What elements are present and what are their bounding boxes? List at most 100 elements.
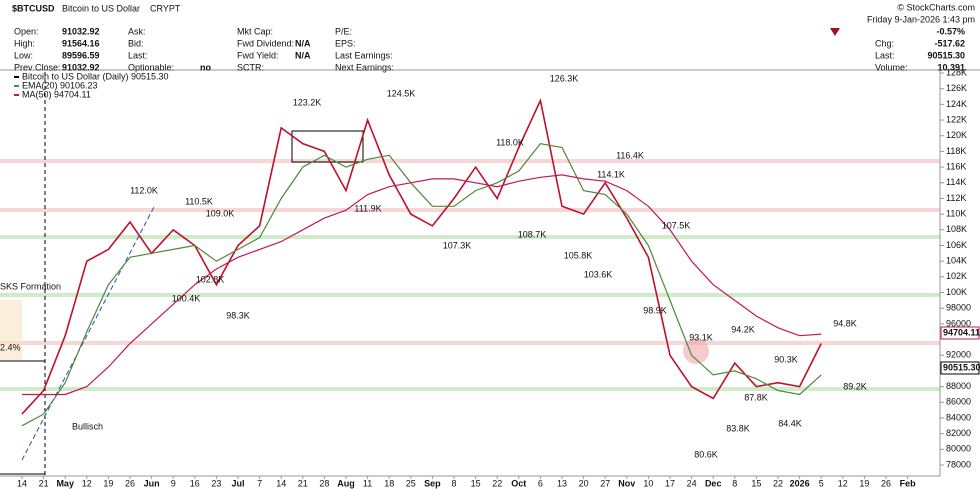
y-tick-label: 128K <box>946 67 967 77</box>
range-box <box>291 130 364 163</box>
peak-label: 87.8K <box>744 392 768 402</box>
x-tick-label: 22 <box>773 478 783 488</box>
peak-label: 90.3K <box>774 354 798 364</box>
info-label: EPS: <box>335 38 356 48</box>
y-tick-label: 126K <box>946 83 967 93</box>
y-tick-label: 118K <box>946 146 966 156</box>
info-label: Low: <box>14 50 33 60</box>
x-tick-label: 8 <box>451 478 456 488</box>
info-label: Optionable: <box>128 62 174 72</box>
y-tick-label: 86000 <box>946 397 971 407</box>
y-tick-label: 122K <box>946 114 967 124</box>
stat-value: -517.62 <box>934 38 965 48</box>
peak-label: 116.4K <box>616 150 644 160</box>
x-tick-label: 14 <box>17 478 27 488</box>
legend-swatch <box>14 94 19 96</box>
stat-label: Volume: <box>875 62 908 72</box>
peak-label: 98.3K <box>226 310 250 320</box>
legend-swatch <box>14 85 19 87</box>
y-tick-label: 82000 <box>946 428 971 438</box>
stat-value: 90515.30 <box>927 50 965 60</box>
quote-date: Friday 9-Jan-2026 1:43 pm <box>867 14 975 24</box>
x-tick-label: 16 <box>190 478 200 488</box>
y-tick-label: 102K <box>946 271 967 281</box>
info-value: 91032.92 <box>62 62 100 72</box>
peak-label: 111.9K <box>354 203 381 213</box>
x-tick-label: 21 <box>39 478 49 488</box>
note: Bullisch <box>72 421 103 431</box>
x-tick-label: 27 <box>600 478 610 488</box>
y-tick-label: 100K <box>946 287 967 297</box>
info-label: High: <box>14 38 35 48</box>
series-line <box>22 174 822 396</box>
peak-label: 80.6K <box>694 449 718 459</box>
x-tick-label: 5 <box>819 478 824 488</box>
legend-entry: MA(50) 94704.11 <box>22 89 91 99</box>
x-tick-label: 18 <box>384 478 394 488</box>
series-line <box>21 142 822 427</box>
y-tick-label: 98000 <box>946 303 971 313</box>
legend-swatch <box>14 76 19 78</box>
x-tick-label: 15 <box>471 478 481 488</box>
x-tick-label: 26 <box>125 478 135 488</box>
info-label: Prev Close: <box>14 62 61 72</box>
peak-label: 124.5K <box>387 88 416 98</box>
x-tick-label: 19 <box>859 478 869 488</box>
x-tick-label: 23 <box>211 478 221 488</box>
stat-value: 10,391 <box>937 62 965 72</box>
x-tick-label: Jul <box>231 478 244 488</box>
info-value: 91032.92 <box>62 26 100 36</box>
y-tick-label: 116K <box>946 161 966 171</box>
info-label: SCTR: <box>237 62 264 72</box>
peak-label: 114.1K <box>597 169 625 179</box>
y-tick-label: 108K <box>946 224 967 234</box>
x-tick-label: 22 <box>492 478 502 488</box>
price-box <box>940 326 980 340</box>
info-label: Last Earnings: <box>335 50 393 60</box>
y-tick-label: 104K <box>946 256 967 266</box>
x-tick-label: 12 <box>82 478 92 488</box>
info-label: Mkt Cap: <box>237 26 273 36</box>
peak-label: 83.8K <box>726 423 750 433</box>
y-tick-label: 88000 <box>946 381 971 391</box>
x-tick-label: 14 <box>276 478 286 488</box>
y-tick-label: 124K <box>946 99 967 109</box>
peak-label: 89.2K <box>843 381 867 391</box>
x-tick-label: Dec <box>705 478 722 488</box>
y-tick-label: 120K <box>946 130 967 140</box>
peak-label: 108.7K <box>518 229 547 239</box>
y-tick-label: 78000 <box>946 459 971 469</box>
info-value: N/A <box>295 50 311 60</box>
peak-label: 107.3K <box>443 240 472 250</box>
y-tick-label: 114K <box>946 177 966 187</box>
price-label: 94704.11 <box>943 327 980 337</box>
info-label: Ask: <box>128 26 146 36</box>
stat-label: Last: <box>875 50 895 60</box>
peak-label: 103.6K <box>584 269 613 279</box>
peak-label: 94.2K <box>731 324 755 334</box>
x-tick-label: 13 <box>557 478 567 488</box>
peak-label: 112.0K <box>130 185 158 195</box>
peak-label: 123.2K <box>293 97 322 107</box>
x-tick-label: Nov <box>618 478 635 488</box>
highlight-circle <box>683 338 709 364</box>
peak-label: 100.4K <box>172 293 201 303</box>
x-tick-label: Oct <box>511 478 526 488</box>
x-tick-label: 21 <box>298 478 308 488</box>
peak-label: 93.1K <box>689 332 713 342</box>
x-tick-label: 15 <box>751 478 761 488</box>
x-tick-label: 9 <box>171 478 176 488</box>
peak-label: 110.5K <box>185 196 213 206</box>
x-tick-label: 20 <box>579 478 589 488</box>
x-tick-label: Aug <box>337 478 355 488</box>
info-label: P/E: <box>335 26 352 36</box>
x-tick-label: Jun <box>144 478 160 488</box>
copyright: © StockCharts.com <box>897 2 975 12</box>
x-tick-label: 6 <box>538 478 543 488</box>
stat-label: Chg: <box>875 38 894 48</box>
peak-label: 94.8K <box>833 318 857 328</box>
peak-label: 98.9K <box>643 305 667 315</box>
peak-label: 109.0K <box>206 208 235 218</box>
note: 2.4% <box>0 342 21 352</box>
